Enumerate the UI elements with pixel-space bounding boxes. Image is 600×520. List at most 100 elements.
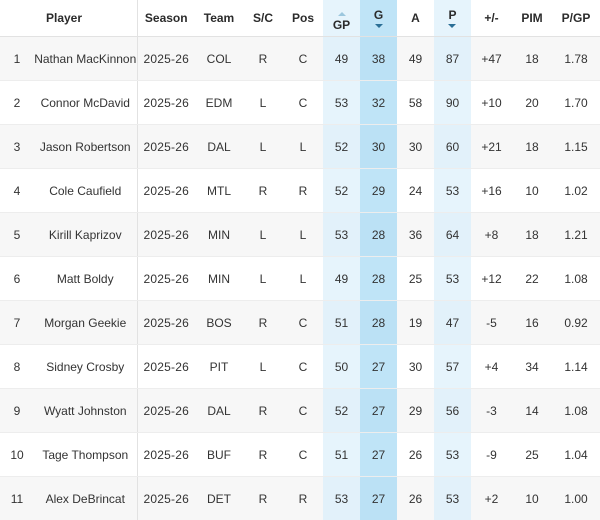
column-header-goals[interactable]: G <box>360 0 397 37</box>
player-name-link[interactable]: Tage Thompson <box>34 432 138 477</box>
cell-assists: 29 <box>397 388 434 433</box>
cell-points: 53 <box>434 168 471 213</box>
cell-team: DAL <box>195 124 243 169</box>
player-name-link[interactable]: Jason Robertson <box>34 124 138 169</box>
table-row[interactable]: 9 Wyatt Johnston 2025-26 DAL R C 52 27 29 56 -3 14 1… <box>0 388 600 433</box>
cell-shoots-catches: R <box>243 36 283 81</box>
table-row[interactable]: 8 Sidney Crosby 2025-26 PIT L C 50 27 30 57 +4 34 1.… <box>0 344 600 389</box>
player-name-link[interactable]: Kirill Kaprizov <box>34 212 138 257</box>
player-name-link[interactable]: Alex DeBrincat <box>34 476 138 520</box>
header-row: Player Season Team S/C Pos GP G A P +/- PIM P/GP <box>0 0 600 37</box>
cell-shoots-catches: R <box>243 300 283 345</box>
table-row[interactable]: 11 Alex DeBrincat 2025-26 DET R R 53 27 26 53 +2 10… <box>0 476 600 520</box>
cell-games-played: 53 <box>323 476 360 520</box>
column-header-points[interactable]: P <box>434 0 471 37</box>
cell-points-per-game: 1.02 <box>552 168 600 213</box>
column-header-label: Player <box>46 11 83 25</box>
column-header-player[interactable]: Player <box>34 0 138 37</box>
player-name-link[interactable]: Morgan Geekie <box>34 300 138 345</box>
cell-rank: 8 <box>0 344 34 389</box>
cell-team: COL <box>195 36 243 81</box>
player-name-link[interactable]: Matt Boldy <box>34 256 138 301</box>
cell-plus-minus: +4 <box>471 344 512 389</box>
cell-team: DAL <box>195 388 243 433</box>
cell-rank: 5 <box>0 212 34 257</box>
cell-penalty-minutes: 18 <box>512 36 552 81</box>
column-header-rank[interactable] <box>0 0 34 37</box>
sortable-header-games-played[interactable]: GP <box>333 12 350 31</box>
cell-plus-minus: +8 <box>471 212 512 257</box>
cell-penalty-minutes: 20 <box>512 80 552 125</box>
cell-penalty-minutes: 18 <box>512 212 552 257</box>
cell-assists: 19 <box>397 300 434 345</box>
cell-rank: 2 <box>0 80 34 125</box>
cell-points-per-game: 1.70 <box>552 80 600 125</box>
table-row[interactable]: 2 Connor McDavid 2025-26 EDM L C 53 32 58 90 +10 20… <box>0 80 600 125</box>
table-row[interactable]: 4 Cole Caufield 2025-26 MTL R R 52 29 24 53 +16 10 1… <box>0 168 600 213</box>
cell-assists: 30 <box>397 124 434 169</box>
sortable-header-goals[interactable]: G <box>374 9 383 28</box>
table-row[interactable]: 1 Nathan MacKinnon 2025-26 COL R C 49 38 49 87 +47… <box>0 36 600 81</box>
column-header-label: Season <box>144 11 188 25</box>
player-name-link[interactable]: Nathan MacKinnon <box>34 36 138 81</box>
player-name-link[interactable]: Connor McDavid <box>34 80 138 125</box>
cell-games-played: 53 <box>323 80 360 125</box>
sort-arrow-down-icon <box>374 24 383 28</box>
cell-points: 53 <box>434 432 471 477</box>
column-header-shoots-catches[interactable]: S/C <box>243 0 283 37</box>
column-header-season[interactable]: Season <box>137 0 195 37</box>
cell-season: 2025-26 <box>137 256 195 301</box>
column-header-assists[interactable]: A <box>397 0 434 37</box>
cell-position: C <box>283 388 323 433</box>
column-header-label: A <box>411 11 420 25</box>
table-row[interactable]: 3 Jason Robertson 2025-26 DAL L L 52 30 30 60 +21 1… <box>0 124 600 169</box>
cell-position: L <box>283 212 323 257</box>
cell-shoots-catches: L <box>243 80 283 125</box>
cell-rank: 3 <box>0 124 34 169</box>
cell-rank: 6 <box>0 256 34 301</box>
column-header-position[interactable]: Pos <box>283 0 323 37</box>
table-row[interactable]: 5 Kirill Kaprizov 2025-26 MIN L L 53 28 36 64 +8 18… <box>0 212 600 257</box>
cell-games-played: 52 <box>323 168 360 213</box>
cell-plus-minus: +16 <box>471 168 512 213</box>
player-name-link[interactable]: Sidney Crosby <box>34 344 138 389</box>
cell-position: C <box>283 36 323 81</box>
cell-points-per-game: 1.08 <box>552 388 600 433</box>
cell-goals: 27 <box>360 432 397 477</box>
player-name-link[interactable]: Cole Caufield <box>34 168 138 213</box>
column-header-points-per-game[interactable]: P/GP <box>552 0 600 37</box>
sortable-header-points[interactable]: P <box>448 8 457 28</box>
cell-penalty-minutes: 10 <box>512 476 552 520</box>
cell-rank: 1 <box>0 36 34 81</box>
table-body: 1 Nathan MacKinnon 2025-26 COL R C 49 38 49 87 +47… <box>0 36 600 520</box>
column-header-plus-minus[interactable]: +/- <box>471 0 512 37</box>
cell-points-per-game: 1.08 <box>552 256 600 301</box>
cell-team: MIN <box>195 212 243 257</box>
cell-assists: 26 <box>397 476 434 520</box>
cell-shoots-catches: L <box>243 256 283 301</box>
cell-points-per-game: 1.15 <box>552 124 600 169</box>
cell-games-played: 51 <box>323 300 360 345</box>
column-header-team[interactable]: Team <box>195 0 243 37</box>
cell-season: 2025-26 <box>137 476 195 520</box>
cell-games-played: 51 <box>323 432 360 477</box>
column-header-label: P <box>448 8 457 22</box>
table-row[interactable]: 6 Matt Boldy 2025-26 MIN L L 49 28 25 53 +12 22 1.08 <box>0 256 600 301</box>
player-name-link[interactable]: Wyatt Johnston <box>34 388 138 433</box>
table-row[interactable]: 7 Morgan Geekie 2025-26 BOS R C 51 28 19 47 -5 16 0.… <box>0 300 600 345</box>
cell-penalty-minutes: 16 <box>512 300 552 345</box>
column-header-label: G <box>373 8 384 22</box>
cell-points: 64 <box>434 212 471 257</box>
cell-points-per-game: 1.78 <box>552 36 600 81</box>
cell-shoots-catches: L <box>243 212 283 257</box>
column-header-games-played[interactable]: GP <box>323 0 360 37</box>
cell-points-per-game: 1.00 <box>552 476 600 520</box>
table-row[interactable]: 10 Tage Thompson 2025-26 BUF R C 51 27 26 53 -9 25 1… <box>0 432 600 477</box>
cell-points: 56 <box>434 388 471 433</box>
cell-goals: 28 <box>360 212 397 257</box>
column-header-penalty-minutes[interactable]: PIM <box>512 0 552 37</box>
cell-goals: 32 <box>360 80 397 125</box>
cell-points: 53 <box>434 256 471 301</box>
cell-team: EDM <box>195 80 243 125</box>
